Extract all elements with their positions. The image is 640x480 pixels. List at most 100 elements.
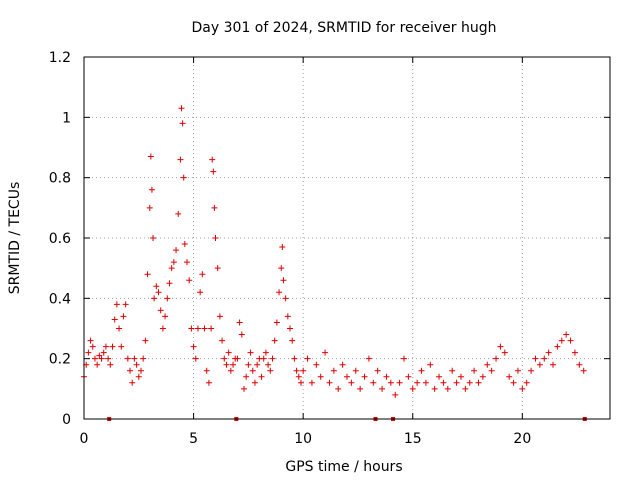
data-point: [162, 313, 169, 320]
data-point: [129, 379, 136, 386]
data-point: [422, 379, 429, 386]
data-point: [295, 373, 302, 380]
data-point: [297, 379, 304, 386]
data-point: [317, 373, 324, 380]
data-point: [157, 307, 164, 314]
data-point: [370, 379, 377, 386]
data-point: [497, 343, 504, 350]
plot-frame: [83, 56, 611, 420]
data-point: [87, 337, 94, 344]
data-point: [488, 367, 495, 374]
data-point: [140, 355, 147, 362]
data-points: [81, 105, 587, 398]
data-point: [365, 355, 372, 362]
data-point: [271, 337, 278, 344]
data-point: [254, 361, 261, 368]
data-point: [466, 379, 473, 386]
data-point: [536, 361, 543, 368]
data-point: [449, 367, 456, 374]
data-point: [278, 265, 285, 272]
data-point: [475, 379, 482, 386]
data-point: [431, 385, 438, 392]
x-tick-label: 5: [189, 431, 198, 447]
data-point: [166, 280, 173, 287]
y-tick-label: 0: [62, 412, 71, 428]
data-point: [514, 367, 521, 374]
data-point: [510, 379, 517, 386]
data-point: [528, 367, 535, 374]
data-point: [238, 331, 245, 338]
data-point: [352, 367, 359, 374]
x-tick-labels: 0 5 10 15 20: [80, 431, 532, 447]
data-point: [111, 316, 118, 323]
data-point: [453, 379, 460, 386]
data-point: [243, 373, 250, 380]
data-point: [219, 337, 226, 344]
data-point: [284, 313, 291, 320]
data-point: [247, 349, 254, 356]
data-point: [523, 379, 530, 386]
chart-title: Day 301 of 2024, SRMTID for receiver hug…: [192, 20, 497, 36]
data-point: [236, 319, 243, 326]
data-point: [209, 156, 216, 163]
data-point: [85, 349, 92, 356]
axis-ticks: [83, 56, 610, 420]
data-point: [409, 385, 416, 392]
data-point: [168, 265, 175, 272]
data-point: [245, 361, 252, 368]
data-point: [326, 379, 333, 386]
data-point: [170, 259, 177, 266]
data-point: [148, 186, 155, 193]
data-point: [558, 337, 565, 344]
data-point: [269, 355, 276, 362]
data-point: [313, 361, 320, 368]
data-point: [444, 385, 451, 392]
y-tick-label: 1: [62, 110, 71, 126]
data-point: [211, 204, 218, 211]
y-axis-label: SRMTID / TECUs: [7, 182, 23, 295]
data-point: [127, 367, 134, 374]
data-point: [554, 343, 561, 350]
data-point: [192, 355, 199, 362]
data-point: [184, 259, 191, 266]
data-point: [436, 373, 443, 380]
data-point: [273, 319, 280, 326]
data-point: [201, 325, 208, 332]
data-point: [116, 325, 123, 332]
data-point: [471, 367, 478, 374]
data-point: [462, 385, 469, 392]
data-point: [113, 301, 120, 308]
data-point: [330, 367, 337, 374]
data-point: [240, 385, 247, 392]
data-point: [178, 105, 185, 112]
data-point: [164, 295, 171, 302]
data-point: [177, 156, 184, 163]
x-tick-label: 0: [80, 431, 89, 447]
data-point: [214, 265, 221, 272]
data-point: [479, 373, 486, 380]
data-point: [89, 343, 96, 350]
data-point: [234, 355, 241, 362]
x-tick-label: 15: [404, 431, 422, 447]
data-point: [576, 361, 583, 368]
data-point: [199, 271, 206, 278]
data-point: [175, 210, 182, 217]
data-point: [151, 295, 158, 302]
data-point: [118, 343, 125, 350]
data-point: [405, 373, 412, 380]
data-point: [440, 379, 447, 386]
data-point: [348, 379, 355, 386]
data-point: [203, 367, 210, 374]
data-point: [122, 301, 129, 308]
data-point: [519, 385, 526, 392]
data-point: [545, 349, 552, 356]
data-point: [249, 367, 256, 374]
data-point: [265, 361, 272, 368]
data-point: [135, 373, 142, 380]
data-point: [227, 367, 234, 374]
data-point: [262, 349, 269, 356]
data-point: [109, 343, 116, 350]
data-point: [105, 355, 112, 362]
y-tick-labels: 0 0.2 0.4 0.6 0.8 1 1.2: [49, 50, 71, 428]
data-point: [133, 361, 140, 368]
